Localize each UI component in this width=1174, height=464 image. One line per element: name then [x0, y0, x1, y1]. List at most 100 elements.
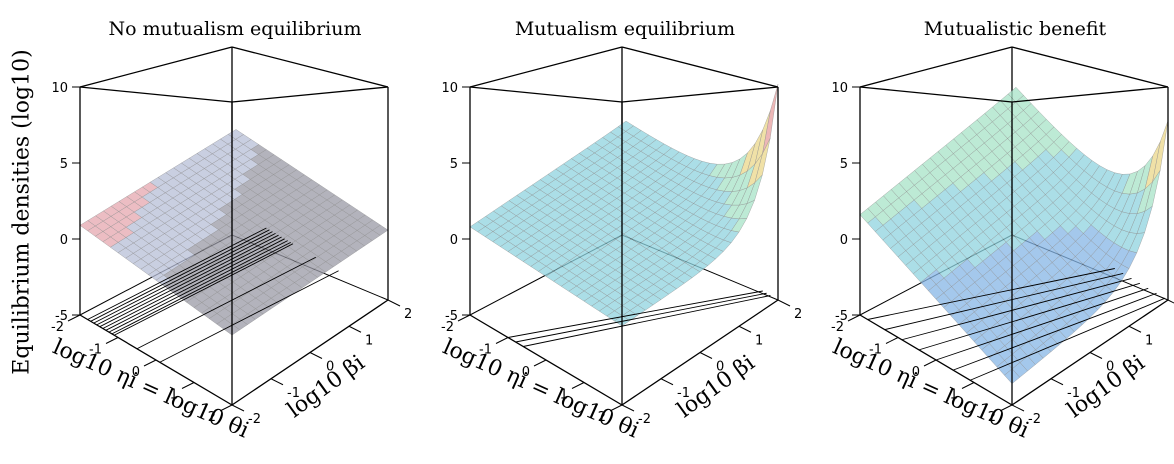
- x-axis-label: log10 ηi = log10 θi: [49, 335, 252, 444]
- y-tick-label: -1: [1067, 386, 1080, 401]
- y-tick: [1167, 299, 1174, 304]
- box-edge: [859, 86, 1013, 103]
- z-tick-label: 10: [441, 81, 458, 96]
- y-tick-label: 1: [365, 333, 373, 348]
- box-edge: [859, 46, 1013, 88]
- y-tick: [309, 352, 323, 359]
- box-edge: [1011, 86, 1169, 103]
- contour-line: [867, 268, 1115, 320]
- y-tick-label: -1: [677, 386, 690, 401]
- contour-line: [884, 273, 1124, 331]
- contour-line: [136, 256, 317, 350]
- x-tick-label: -2: [441, 320, 454, 335]
- x-tick-label: 0: [912, 365, 920, 380]
- x-tick: [999, 404, 1013, 412]
- contour-line: [105, 238, 285, 331]
- z-tick-label: 5: [840, 157, 848, 172]
- y-tick: [387, 299, 401, 307]
- x-tick: [181, 382, 195, 389]
- contour-line: [111, 241, 291, 335]
- surface: [469, 84, 779, 327]
- box-edge: [469, 46, 623, 88]
- contour-line: [93, 231, 273, 324]
- contour-line: [108, 240, 288, 333]
- x-tick: [923, 359, 937, 367]
- x-tick: [571, 382, 585, 389]
- y-tick-label: 1: [1145, 333, 1153, 348]
- z-tick-label: -5: [55, 309, 68, 324]
- surface: [859, 87, 1169, 384]
- y-tick: [1128, 325, 1142, 333]
- z-tick-label: 10: [831, 81, 848, 96]
- z-tick-label: 0: [450, 233, 458, 248]
- x-tick-label: -2: [831, 320, 844, 335]
- box-edge: [79, 46, 233, 88]
- contour-line: [113, 243, 294, 336]
- y-tick-label: 0: [716, 360, 724, 375]
- x-tick: [495, 337, 509, 344]
- x-tick: [609, 404, 623, 412]
- box-edge: [469, 86, 623, 103]
- x-tick-label: 2: [988, 410, 996, 425]
- z-tick-label: 0: [60, 233, 68, 248]
- x-tick-label: -1: [479, 343, 492, 358]
- x-tick-label: 0: [522, 365, 530, 380]
- box-edge: [1011, 46, 1169, 88]
- x-tick: [847, 314, 861, 322]
- box-edge: [621, 46, 779, 88]
- y-tick-label: 0: [1106, 360, 1114, 375]
- z-tick-label: 5: [60, 157, 68, 172]
- x-tick: [885, 337, 899, 344]
- box-edge: [621, 86, 779, 103]
- y-tick: [1050, 378, 1064, 386]
- y-tick-label: -1: [287, 386, 300, 401]
- panel-title: Mutualistic benefit: [924, 18, 1107, 40]
- box-edge: [79, 86, 233, 103]
- contour-line: [507, 290, 763, 338]
- y-tick: [777, 299, 791, 307]
- contour-line: [523, 295, 771, 347]
- x-tick: [533, 359, 547, 367]
- x-tick-label: -1: [869, 343, 882, 358]
- contour-line: [99, 234, 279, 328]
- surface-cell: [1152, 120, 1169, 182]
- contour-line: [102, 236, 282, 329]
- panel-2: Mutualism equilibrium -5 0 5 10 -2 -1 0 1 2 -2 -1 0 1…: [439, 18, 802, 444]
- y-tick-label: 2: [794, 307, 802, 322]
- contour-line: [970, 297, 1166, 381]
- y-tick-label: -2: [638, 412, 651, 427]
- y-tick: [621, 404, 635, 412]
- floor-contours: [867, 268, 1166, 381]
- y-tick: [231, 404, 245, 412]
- z-tick-label: 0: [840, 233, 848, 248]
- x-axis-label: log10 ηi = log10 θi: [439, 335, 642, 444]
- floor-contours: [507, 290, 771, 347]
- x-tick-label: 2: [208, 410, 216, 425]
- y-tick: [660, 378, 674, 386]
- y-tick: [270, 378, 284, 386]
- x-tick-label: 2: [598, 410, 606, 425]
- x-tick-label: 0: [132, 365, 140, 380]
- x-tick: [961, 382, 975, 389]
- y-tick-label: 0: [326, 360, 334, 375]
- y-tick: [699, 352, 713, 359]
- contour-line: [901, 277, 1132, 341]
- contour-line: [96, 232, 276, 326]
- z-tick-label: -5: [835, 309, 848, 324]
- contour-line: [87, 227, 267, 320]
- x-tick: [143, 359, 157, 367]
- y-tick-label: 1: [755, 333, 763, 348]
- y-tick: [738, 325, 752, 333]
- panel-3: Mutualistic benefit-50510-2-1012-2-1012l…: [829, 18, 1174, 444]
- x-tick: [219, 404, 233, 412]
- x-tick-label: 1: [170, 388, 178, 403]
- x-tick-label: -2: [51, 320, 64, 335]
- x-tick-label: -1: [89, 343, 102, 358]
- contour-line: [515, 292, 767, 343]
- x-tick: [105, 337, 119, 344]
- box-edge: [231, 46, 389, 88]
- y-tick-label: -2: [1028, 412, 1041, 427]
- z-tick-label: 10: [51, 81, 68, 96]
